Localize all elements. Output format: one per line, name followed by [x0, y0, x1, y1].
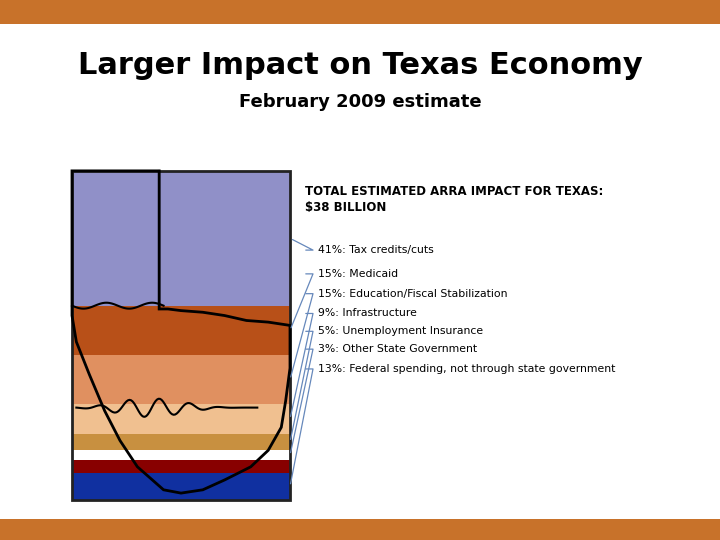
Text: 15%: Education/Fiscal Stabilization: 15%: Education/Fiscal Stabilization [318, 289, 508, 299]
Bar [72, 460, 290, 474]
Text: 15%: Medicaid: 15%: Medicaid [318, 269, 398, 279]
Bar [72, 171, 290, 500]
Bar [72, 404, 290, 434]
Text: $38 BILLION: $38 BILLION [305, 200, 387, 214]
Text: 3%: Other State Government: 3%: Other State Government [318, 344, 477, 354]
Text: TOTAL ESTIMATED ARRA IMPACT FOR TEXAS:: TOTAL ESTIMATED ARRA IMPACT FOR TEXAS: [305, 185, 603, 198]
Bar [72, 474, 290, 500]
Bar [72, 306, 290, 355]
Text: 41%: Tax credits/cuts: 41%: Tax credits/cuts [318, 245, 433, 255]
Bar [72, 171, 290, 306]
Text: 13%: Federal spending, not through state government: 13%: Federal spending, not through state… [318, 364, 616, 374]
Bar [72, 450, 290, 460]
Text: 9%: Infrastructure: 9%: Infrastructure [318, 308, 417, 319]
Text: Larger Impact on Texas Economy: Larger Impact on Texas Economy [78, 51, 642, 80]
Text: February 2009 estimate: February 2009 estimate [239, 92, 481, 111]
Text: 5%: Unemployment Insurance: 5%: Unemployment Insurance [318, 326, 483, 336]
Bar [72, 355, 290, 404]
Bar [72, 434, 290, 450]
